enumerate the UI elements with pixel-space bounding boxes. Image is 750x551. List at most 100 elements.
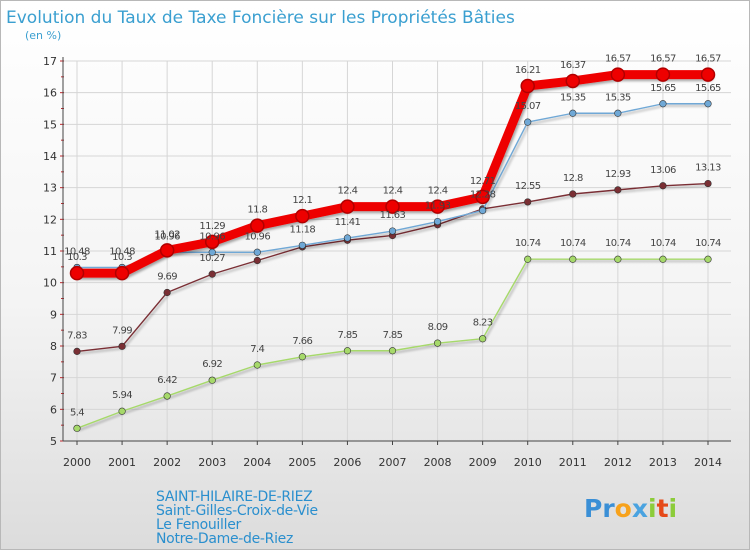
data-point bbox=[704, 100, 712, 108]
data-point bbox=[479, 206, 487, 215]
data-label: 10.48 bbox=[109, 246, 135, 257]
x-tick-label: 2006 bbox=[333, 456, 361, 469]
chart-title: Evolution du Taux de Taxe Foncière sur l… bbox=[6, 8, 515, 28]
data-label: 15.35 bbox=[605, 92, 631, 103]
data-label: 12.1 bbox=[292, 195, 312, 206]
data-point bbox=[298, 241, 306, 249]
data-point bbox=[340, 199, 355, 214]
legend-label: Saint-Gilles-Croix-de-Vie bbox=[156, 503, 318, 519]
data-label: 13.13 bbox=[695, 163, 721, 174]
data-label: 11.63 bbox=[380, 210, 406, 221]
data-label: 12.4 bbox=[428, 186, 448, 197]
x-tick-label: 2000 bbox=[63, 456, 91, 469]
data-label: 16.57 bbox=[605, 54, 631, 65]
data-label: 6.92 bbox=[202, 359, 222, 370]
legend-label: SAINT-HILAIRE-DE-RIEZ bbox=[156, 489, 312, 505]
data-point bbox=[520, 78, 535, 94]
x-tick-label: 2007 bbox=[379, 456, 407, 469]
data-label: 16.21 bbox=[515, 65, 541, 76]
data-point bbox=[69, 265, 85, 281]
x-tick-label: 2014 bbox=[694, 456, 722, 469]
y-tick-label: 14 bbox=[43, 150, 57, 163]
data-label: 10.96 bbox=[154, 231, 180, 242]
data-point bbox=[159, 243, 175, 258]
data-point bbox=[295, 208, 310, 224]
data-label: 8.09 bbox=[428, 322, 448, 333]
data-label: 10.74 bbox=[605, 238, 631, 249]
x-tick-label: 2002 bbox=[153, 456, 181, 469]
x-tick-label: 2004 bbox=[243, 456, 271, 469]
y-tick-label: 16 bbox=[43, 87, 57, 100]
data-label: 16.57 bbox=[650, 54, 676, 65]
data-label: 16.37 bbox=[560, 60, 586, 71]
x-tick-label: 2001 bbox=[108, 456, 136, 469]
data-point bbox=[659, 100, 667, 108]
data-point bbox=[430, 199, 445, 214]
x-tick-label: 2011 bbox=[559, 456, 587, 469]
data-label: 12.93 bbox=[605, 169, 631, 180]
data-label: 11.93 bbox=[425, 201, 451, 212]
data-point bbox=[208, 376, 216, 384]
data-point bbox=[208, 270, 216, 278]
series-saint-hilaire-de-riez bbox=[69, 67, 716, 281]
data-point bbox=[253, 256, 261, 265]
data-point bbox=[524, 255, 532, 263]
legend: SAINT-HILAIRE-DE-RIEZSaint-Gilles-Croix-… bbox=[103, 489, 318, 547]
data-label: 15.07 bbox=[515, 101, 541, 112]
x-tick-label: 2009 bbox=[469, 456, 497, 469]
data-point bbox=[298, 353, 306, 361]
data-label: 15.35 bbox=[560, 92, 586, 103]
data-labels: 10.3 10.3 11.02 11.29 11.8 12.1 12.4 12.4 12.4 12… bbox=[64, 54, 721, 419]
data-label: 5.94 bbox=[112, 390, 132, 401]
data-point bbox=[343, 234, 352, 242]
data-label: 10.74 bbox=[650, 238, 676, 249]
data-point bbox=[73, 347, 81, 355]
y-axis-unit: (en %) bbox=[25, 29, 61, 42]
data-label: 10.74 bbox=[515, 238, 541, 249]
data-point bbox=[479, 335, 487, 343]
data-point bbox=[569, 109, 577, 117]
data-label: 12.71 bbox=[470, 176, 496, 187]
y-tick-label: 8 bbox=[50, 340, 57, 353]
data-label: 10.96 bbox=[244, 231, 270, 242]
data-point bbox=[704, 179, 712, 188]
data-label: 13.06 bbox=[650, 165, 676, 176]
data-label: 7.66 bbox=[292, 336, 312, 347]
x-tick-label: 2012 bbox=[604, 456, 632, 469]
data-point bbox=[204, 234, 220, 250]
data-point bbox=[163, 288, 171, 297]
data-label: 11.18 bbox=[290, 224, 316, 235]
data-label: 10.27 bbox=[199, 253, 225, 264]
y-tick-label: 13 bbox=[43, 182, 57, 195]
data-point bbox=[655, 67, 671, 82]
data-point bbox=[569, 190, 577, 198]
data-point bbox=[659, 255, 667, 263]
data-label: 12.4 bbox=[337, 186, 357, 197]
y-tick-label: 5 bbox=[50, 435, 57, 448]
data-label: 10.48 bbox=[64, 246, 90, 257]
x-tick-label: 2010 bbox=[514, 456, 542, 469]
legend-label: Notre-Dame-de-Riez bbox=[156, 531, 293, 547]
y-tick-label: 17 bbox=[43, 55, 57, 68]
data-point bbox=[700, 67, 716, 82]
data-label: 12.28 bbox=[470, 189, 496, 200]
data-point bbox=[73, 424, 81, 432]
data-point bbox=[250, 218, 265, 233]
x-tick-label: 2003 bbox=[198, 456, 226, 469]
data-point bbox=[524, 118, 532, 126]
y-tick-label: 12 bbox=[43, 213, 57, 226]
data-label: 16.57 bbox=[695, 54, 721, 65]
data-label: 10.74 bbox=[695, 238, 721, 249]
legend-item: Saint-Gilles-Croix-de-Vie bbox=[103, 503, 318, 519]
legend-item: SAINT-HILAIRE-DE-RIEZ bbox=[103, 489, 313, 505]
x-tick-label: 2008 bbox=[424, 456, 452, 469]
data-label: 7.4 bbox=[250, 344, 264, 355]
data-label: 9.69 bbox=[157, 271, 177, 282]
data-point bbox=[388, 347, 397, 355]
data-label: 7.85 bbox=[337, 330, 357, 341]
x-tick-label: 2013 bbox=[649, 456, 677, 469]
data-point bbox=[388, 227, 397, 235]
y-tick-label: 15 bbox=[43, 118, 57, 131]
data-point bbox=[659, 182, 667, 190]
data-label: 7.99 bbox=[112, 325, 132, 336]
